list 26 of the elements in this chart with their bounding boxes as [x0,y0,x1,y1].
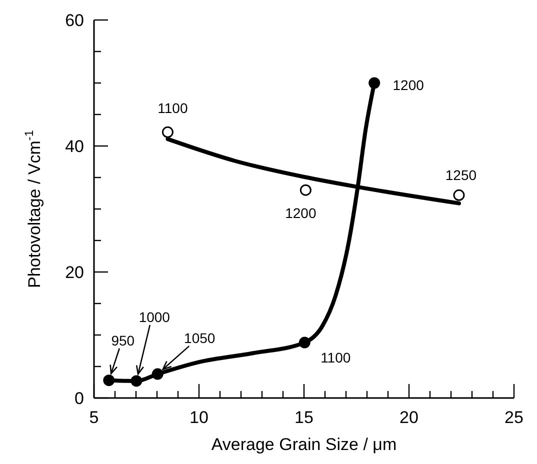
point [298,336,310,348]
point [368,77,380,89]
x-tick-label: 5 [89,408,99,427]
x-axis-title: Average Grain Size / μm [211,435,397,454]
x-tick-label: 25 [504,408,524,427]
annotation: 1100 [158,100,188,116]
annotation: 950 [111,332,135,348]
annotation: 1050 [184,330,216,346]
y-tick-label: 60 [65,11,84,30]
x-tick-label: 15 [294,408,314,427]
point [453,189,465,201]
annotation: 1200 [392,77,424,93]
x-tick-label: 20 [400,408,418,427]
point [130,375,142,387]
point [300,184,312,196]
y-tick-label: 40 [65,137,84,156]
annotation: 1100 [320,350,351,366]
annotation: 1000 [138,308,170,325]
annotation: 1250 [445,167,477,184]
point [103,374,115,386]
y-tick-label: 0 [74,389,84,408]
point [162,126,174,138]
point [152,368,164,380]
y-tick-label: 20 [65,263,84,282]
annotation: 1200 [285,205,316,222]
x-tick-label: 10 [190,408,208,427]
